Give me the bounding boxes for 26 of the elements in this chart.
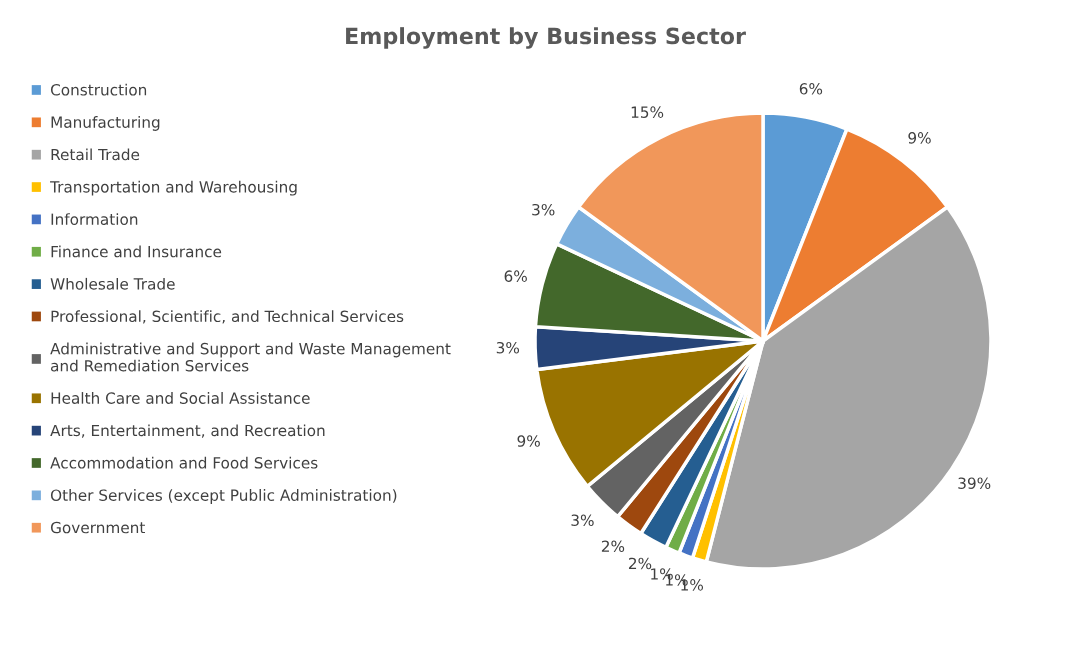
data-label: 3%: [532, 203, 555, 216]
data-label: 6%: [504, 270, 527, 282]
legend-label: Construction: [50, 83, 147, 96]
data-label: 15%: [631, 106, 664, 118]
data-label: 6%: [799, 83, 823, 95]
chart-title: Employment by Business Sector: [346, 27, 746, 49]
legend-label: Information: [51, 213, 138, 225]
data-label: 3%: [496, 341, 520, 354]
legend-label: Professional, Scientific, and Technical Services: [51, 310, 404, 324]
data-label: 3%: [571, 514, 594, 526]
legend-label: Government: [50, 521, 145, 534]
data-label: 2%: [628, 557, 652, 570]
legend-label: Finance and Insurance: [51, 245, 222, 258]
legend-label: Other Services (except Public Administration): [50, 489, 397, 504]
legend-label: Health Care and Social Assistance: [51, 392, 310, 404]
legend-label: Arts, Entertainment, and Recreation: [50, 424, 325, 438]
legend-label: Manufacturing: [51, 116, 160, 131]
data-label: 9%: [908, 132, 931, 144]
data-label: 9%: [517, 435, 540, 447]
legend-label: Accommodation and Food Services: [50, 456, 318, 469]
data-label: 2%: [601, 540, 625, 553]
legend-label: Retail Trade: [51, 148, 140, 161]
legend-label: Wholesale Trade: [50, 277, 175, 290]
legend-label: Administrative and Support and Waste Management and Remediation Services: [50, 342, 451, 372]
data-label: 39%: [958, 477, 991, 489]
legend-label: Transportation and Warehousing: [50, 180, 297, 196]
